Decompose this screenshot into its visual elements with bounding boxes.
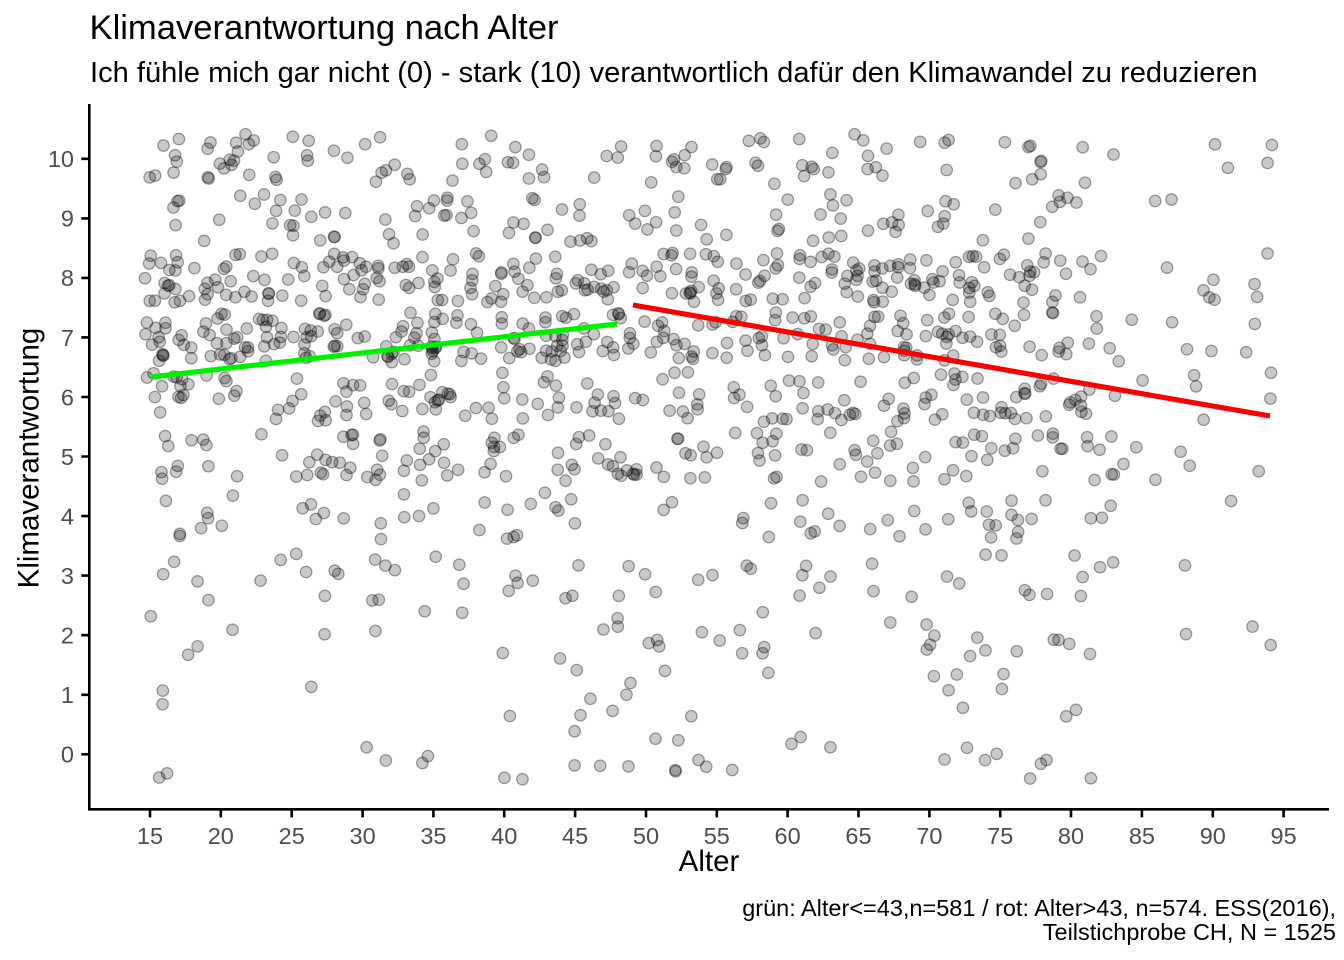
svg-text:40: 40	[491, 823, 517, 849]
svg-text:55: 55	[704, 823, 730, 849]
svg-text:85: 85	[1129, 823, 1155, 849]
svg-text:95: 95	[1271, 823, 1297, 849]
svg-text:30: 30	[350, 823, 376, 849]
svg-text:9: 9	[61, 206, 74, 232]
svg-text:Klimaverantwortung nach Alter: Klimaverantwortung nach Alter	[90, 9, 559, 47]
svg-text:75: 75	[987, 823, 1013, 849]
svg-text:35: 35	[420, 823, 446, 849]
svg-text:60: 60	[775, 823, 801, 849]
svg-text:Klimaverantwortung: Klimaverantwortung	[13, 328, 46, 589]
svg-text:45: 45	[562, 823, 588, 849]
svg-text:1: 1	[61, 682, 74, 708]
svg-text:3: 3	[61, 563, 74, 589]
svg-text:5: 5	[61, 444, 74, 470]
svg-text:0: 0	[61, 742, 74, 768]
svg-text:Ich fühle mich gar nicht (0) -: Ich fühle mich gar nicht (0) - stark (10…	[90, 57, 1258, 89]
svg-text:Alter: Alter	[679, 845, 740, 878]
svg-text:65: 65	[845, 823, 871, 849]
svg-text:Teilstichprobe CH, N = 1525: Teilstichprobe CH, N = 1525	[1043, 919, 1336, 945]
svg-text:50: 50	[633, 823, 659, 849]
svg-text:70: 70	[916, 823, 942, 849]
svg-text:10: 10	[48, 146, 74, 172]
svg-text:20: 20	[208, 823, 234, 849]
svg-text:grün: Alter<=43,n=581 / rot: A: grün: Alter<=43,n=581 / rot: Alter>43, n…	[742, 895, 1336, 921]
svg-text:25: 25	[279, 823, 305, 849]
svg-text:8: 8	[61, 265, 74, 291]
svg-text:4: 4	[61, 503, 74, 529]
svg-text:15: 15	[137, 823, 163, 849]
svg-text:2: 2	[61, 623, 74, 649]
svg-text:90: 90	[1200, 823, 1226, 849]
svg-text:6: 6	[61, 384, 74, 410]
svg-text:7: 7	[61, 325, 74, 351]
svg-text:80: 80	[1058, 823, 1084, 849]
